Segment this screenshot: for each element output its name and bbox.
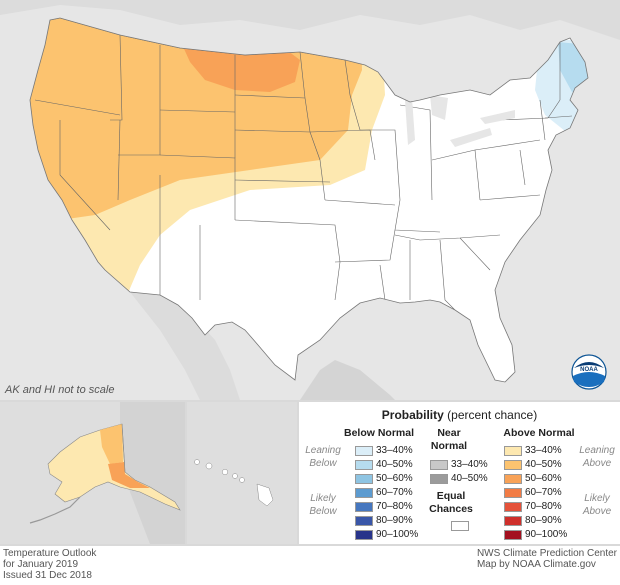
above-normal-label: 80–90%	[525, 515, 562, 526]
noaa-logo: NOAA	[571, 354, 607, 390]
equal-chances-header: Equal Chances	[429, 490, 473, 515]
legend-panel: Probability (percent chance) Below Norma…	[299, 402, 620, 544]
legend-title-main: Probability	[381, 408, 444, 422]
footer-source: NWS Climate Prediction Center	[476, 548, 617, 559]
below-normal-swatch	[355, 474, 373, 484]
leaning-above-label: Leaning Above	[579, 445, 615, 469]
above-normal-label: 60–70%	[525, 487, 562, 498]
near-normal-swatch	[430, 460, 448, 470]
leaning-below-label: Leaning Below	[305, 445, 341, 469]
below-normal-swatch	[355, 460, 373, 470]
legend-title: Probability (percent chance)	[299, 408, 620, 422]
above-normal-swatch	[504, 460, 522, 470]
below-normal-swatch	[355, 502, 373, 512]
footer: Temperature Outlook for January 2019 Iss…	[0, 546, 620, 585]
below-normal-label: 80–90%	[376, 515, 413, 526]
above-normal-label: 33–40%	[525, 445, 562, 456]
noaa-logo-text: NOAA	[580, 367, 598, 373]
near-normal-header: Near Normal	[430, 427, 468, 452]
above-normal-swatch	[504, 474, 522, 484]
above-normal-label: 90–100%	[525, 529, 568, 540]
below-normal-label: 40–50%	[376, 459, 413, 470]
near-normal-label: 33–40%	[451, 459, 488, 470]
conus-map: NOAA	[0, 0, 620, 400]
below-normal-swatch	[355, 530, 373, 540]
above-normal-label: 50–60%	[525, 473, 562, 484]
above-normal-swatch	[504, 446, 522, 456]
below-normal-label: 60–70%	[376, 487, 413, 498]
footer-right: NWS Climate Prediction Center Map by NOA…	[477, 548, 617, 570]
above-normal-label: 70–80%	[525, 501, 562, 512]
scale-note: AK and HI not to scale	[5, 384, 115, 396]
above-normal-swatch	[504, 530, 522, 540]
below-normal-label: 90–100%	[376, 529, 419, 540]
below-normal-label: 70–80%	[376, 501, 413, 512]
hawaii-map	[187, 402, 297, 544]
above-normal-swatch	[504, 502, 522, 512]
above-normal-label: 40–50%	[525, 459, 562, 470]
below-normal-swatch	[355, 488, 373, 498]
above-normal-swatch	[504, 516, 522, 526]
alaska-map	[0, 402, 185, 544]
footer-credit: Map by NOAA Climate.gov	[476, 559, 596, 570]
below-normal-swatch	[355, 516, 373, 526]
footer-outlook-title: Temperature Outlook	[3, 548, 97, 559]
above-normal-header: Above Normal	[503, 427, 575, 439]
above-normal-swatch	[504, 488, 522, 498]
likely-above-label: Likely Above	[582, 493, 612, 517]
below-normal-label: 33–40%	[376, 445, 413, 456]
below-normal-header: Below Normal	[343, 427, 414, 439]
below-normal-swatch	[355, 446, 373, 456]
legend-title-sub: (percent chance)	[447, 408, 538, 422]
footer-left: Temperature Outlook for January 2019 Iss…	[3, 548, 96, 581]
likely-below-label: Likely Below	[309, 493, 337, 517]
equal-chances-swatch	[451, 521, 469, 531]
below-normal-label: 50–60%	[376, 473, 413, 484]
near-normal-label: 40–50%	[451, 473, 488, 484]
footer-outlook-period: for January 2019	[3, 559, 79, 570]
near-normal-swatch	[430, 474, 448, 484]
footer-issue-date: Issued 31 Dec 2018	[3, 570, 92, 581]
